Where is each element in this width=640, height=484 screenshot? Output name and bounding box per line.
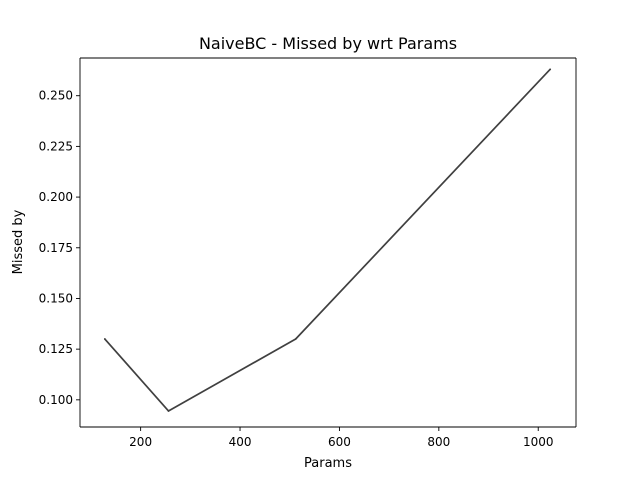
- series-line: [103, 68, 552, 412]
- y-axis-ticks: 0.100 0.125 0.150 0.175 0.200 0.225 0.250: [39, 89, 80, 407]
- y-axis-label: Missed by: [11, 209, 26, 274]
- y-tick-label: 0.175: [39, 241, 73, 255]
- plot-frame: [79, 57, 577, 428]
- y-tick-label: 0.250: [39, 89, 73, 103]
- series-point: [103, 338, 106, 340]
- x-axis-label: Params: [304, 456, 352, 471]
- series-point: [549, 68, 552, 71]
- x-tick-label: 600: [328, 435, 351, 449]
- plot-area: [80, 58, 576, 427]
- chart-title: NaiveBC - Missed by wrt Params: [199, 34, 457, 53]
- x-axis-ticks: 200 400 600 800 1000: [129, 427, 554, 449]
- series-point: [294, 338, 297, 340]
- y-tick-label: 0.100: [39, 393, 73, 407]
- y-tick-label: 0.225: [39, 139, 73, 153]
- x-tick-label: 800: [427, 435, 450, 449]
- x-tick-label: 400: [229, 435, 252, 449]
- x-tick-label: 200: [129, 435, 152, 449]
- x-tick-label: 1000: [523, 435, 554, 449]
- series-points: [103, 68, 552, 412]
- y-tick-label: 0.125: [39, 342, 73, 356]
- y-tick-label: 0.150: [39, 291, 73, 305]
- series-point: [167, 410, 170, 412]
- y-tick-label: 0.200: [39, 190, 73, 204]
